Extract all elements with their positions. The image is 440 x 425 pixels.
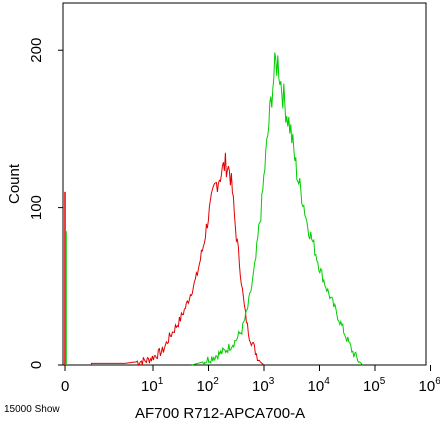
y-axis-ticks: 0 100 200 (28, 38, 63, 369)
plot-frame (62, 2, 427, 366)
y-tick-label: 200 (28, 38, 45, 63)
histogram-series-line (90, 152, 265, 367)
x-tick-label: 101 (141, 376, 164, 395)
x-tick-label: 102 (197, 376, 220, 395)
x-axis-title: AF700 R712-APCA700-A (135, 405, 305, 422)
y-tick-label: 100 (28, 195, 45, 220)
x-tick-label: 106 (419, 376, 440, 395)
histogram-series-line (191, 52, 364, 367)
x-tick-label: 105 (363, 376, 386, 395)
x-axis-ticks: 0 101 102 103 104 105 106 (61, 365, 440, 395)
x-tick-label: 104 (308, 376, 331, 395)
y-tick-label: 0 (28, 361, 45, 369)
x-tick-label: 0 (61, 378, 69, 395)
y-axis-title: Count (6, 163, 23, 204)
events-shown-note: 15000 Show (4, 404, 60, 415)
histogram-series (64, 52, 364, 367)
x-tick-label: 103 (252, 376, 275, 395)
